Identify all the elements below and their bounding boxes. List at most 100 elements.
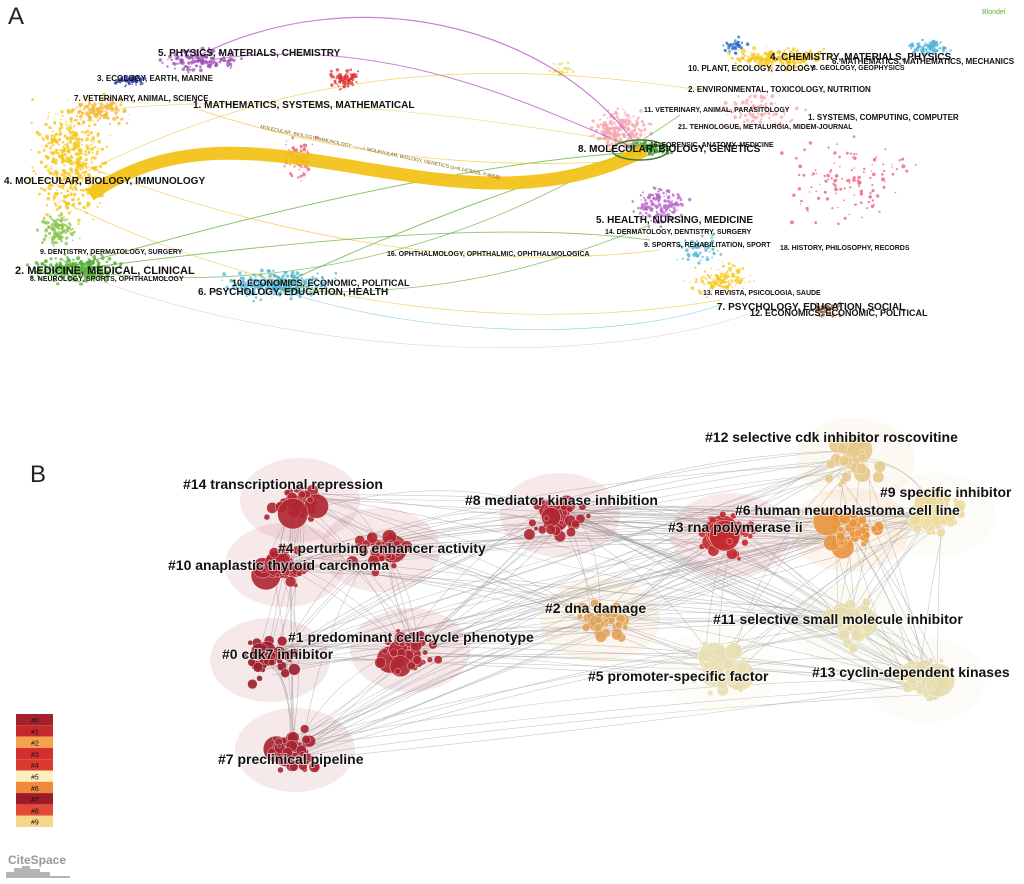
dot [744, 59, 747, 62]
dot [56, 241, 59, 244]
dot [241, 276, 246, 281]
dot [293, 279, 297, 283]
dot [62, 276, 65, 279]
dot [189, 50, 192, 53]
dot [699, 251, 702, 255]
dot [825, 197, 830, 201]
dot [722, 276, 725, 278]
dot [710, 236, 713, 240]
dot [338, 88, 341, 91]
dot [750, 100, 753, 104]
dot [53, 138, 58, 143]
dot [625, 113, 628, 116]
reference-node [298, 490, 306, 499]
dot [823, 190, 827, 194]
dot [852, 156, 854, 159]
dot [71, 202, 76, 207]
dot [54, 220, 57, 223]
dot [621, 108, 624, 111]
dot [552, 62, 554, 64]
dot [816, 55, 820, 59]
dot [942, 53, 945, 56]
dot [104, 266, 108, 270]
dot [44, 164, 48, 169]
cluster-label: #0 cdk7 inhibitor [222, 646, 334, 662]
dot [170, 58, 173, 61]
dot [180, 60, 185, 65]
reference-node [277, 635, 288, 647]
dot [113, 102, 116, 105]
cluster-label: #3 rna polymerase ii [668, 519, 803, 535]
dot [763, 64, 767, 67]
dot [753, 94, 758, 99]
dot [307, 282, 311, 286]
dot [117, 121, 121, 126]
dot [722, 278, 725, 282]
dot [853, 194, 856, 196]
dot [767, 57, 772, 61]
dot [748, 62, 750, 64]
dot [709, 285, 713, 290]
dot [31, 98, 34, 101]
dot [311, 143, 314, 146]
dot [120, 101, 123, 104]
dot [734, 51, 738, 55]
dot [759, 116, 761, 118]
dot [682, 280, 685, 282]
dot [867, 200, 870, 204]
dot [238, 271, 242, 275]
dot [725, 277, 728, 280]
dot [44, 273, 47, 276]
dot [112, 271, 115, 274]
dot [298, 282, 301, 285]
reference-node [711, 654, 718, 661]
dot [596, 124, 601, 129]
dot [119, 97, 123, 102]
dot [764, 62, 767, 65]
dot [95, 270, 98, 273]
dot [67, 278, 72, 282]
dot [737, 44, 742, 48]
dot [832, 61, 835, 64]
journal-label: 11. VETERINARY, ANIMAL, PARASITOLOGY [644, 107, 790, 114]
dot [297, 281, 300, 284]
dot [46, 265, 49, 268]
dot [106, 102, 108, 105]
dot [64, 177, 67, 180]
dot [56, 218, 60, 222]
dot [226, 59, 231, 64]
dot [631, 123, 634, 126]
dot [58, 130, 62, 133]
dot [133, 80, 136, 83]
cluster-label: #8 mediator kinase inhibition [465, 492, 658, 508]
dot [910, 43, 915, 48]
dot [839, 301, 842, 304]
dot [749, 121, 751, 123]
dot [591, 119, 595, 123]
dot [912, 50, 916, 55]
dot [705, 296, 709, 299]
dot [275, 285, 278, 289]
dot [901, 157, 905, 161]
dot [65, 236, 69, 240]
dot [79, 111, 81, 113]
dot [135, 84, 137, 86]
legend-label: #6 [31, 786, 39, 793]
dot [306, 167, 311, 171]
dot [91, 104, 94, 107]
dot [77, 173, 80, 176]
dot [831, 207, 834, 210]
legend-label: #8 [31, 808, 39, 815]
dot [836, 178, 838, 180]
dot [774, 102, 776, 104]
dot [63, 253, 67, 256]
dot [631, 200, 634, 203]
dot [64, 159, 68, 163]
reference-node [585, 513, 592, 519]
dot [48, 236, 51, 239]
dot [166, 65, 169, 68]
dot [29, 177, 33, 181]
dot [87, 163, 89, 165]
dot [51, 228, 54, 231]
dot [660, 189, 663, 192]
